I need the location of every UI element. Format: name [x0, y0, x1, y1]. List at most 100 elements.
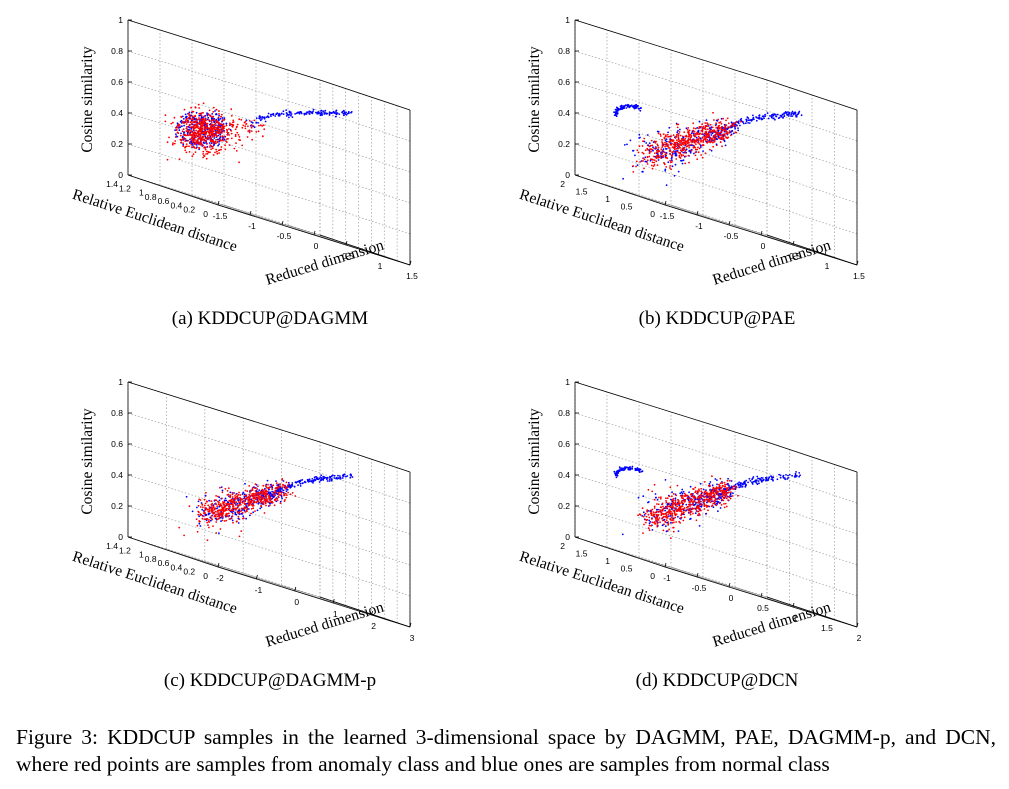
normal-point [315, 111, 317, 114]
z-tick-label: 1 [118, 15, 123, 25]
normal-point [787, 111, 789, 113]
anomaly-point [703, 496, 705, 499]
anomaly-point [235, 501, 238, 504]
anomaly-point [191, 141, 194, 144]
anomaly-point [724, 496, 727, 498]
anomaly-point [673, 510, 676, 513]
normal-point [245, 119, 248, 122]
anomaly-point [722, 129, 724, 132]
anomaly-point [644, 521, 647, 524]
anomaly-point [208, 127, 211, 129]
normal-point [225, 122, 228, 125]
anomaly-point [232, 119, 235, 122]
anomaly-point [205, 140, 207, 143]
anomaly-point [688, 129, 691, 132]
anomaly-point [698, 137, 701, 139]
anomaly-point [164, 114, 167, 117]
normal-point [785, 474, 787, 476]
y-tick-label: 0.8 [145, 554, 157, 564]
anomaly-point [706, 142, 709, 144]
anomaly-point [709, 129, 712, 131]
normal-point [280, 112, 283, 115]
anomaly-point [726, 132, 729, 135]
anomaly-point [728, 496, 731, 498]
anomaly-point [671, 495, 673, 498]
panel-dagmm: 0 0.2 0.4 0.6 0.8 1 0 0.2 0.4 0.6 0.8 1 1.2 1.4 -1.5 -1… [40, 10, 500, 340]
gridline [319, 472, 411, 504]
normal-point [649, 510, 652, 512]
anomaly-point [198, 117, 200, 119]
normal-point [272, 496, 275, 499]
anomaly-point [205, 518, 208, 521]
anomaly-point [656, 164, 659, 167]
normal-point [786, 478, 789, 480]
normal-point [693, 503, 696, 506]
anomaly-point [646, 156, 649, 159]
anomaly-point [223, 504, 226, 507]
anomaly-point [673, 507, 676, 509]
anomaly-point [677, 503, 679, 506]
anomaly-point [228, 507, 231, 510]
y-tick-label: 1.2 [119, 545, 131, 555]
anomaly-point [703, 502, 705, 504]
anomaly-point [240, 510, 242, 512]
anomaly-point [697, 141, 700, 144]
anomaly-point [657, 503, 660, 506]
normal-point [217, 144, 220, 147]
anomaly-point [707, 135, 710, 138]
anomaly-point [185, 130, 188, 133]
anomaly-point [693, 130, 696, 133]
anomaly-point [213, 515, 216, 517]
z-tick-label: 0 [565, 170, 570, 180]
anomaly-point [739, 120, 742, 123]
anomaly-point [698, 508, 701, 510]
anomaly-point [707, 132, 710, 135]
anomaly-point [216, 141, 219, 143]
normal-point [667, 503, 670, 506]
anomaly-point [664, 520, 666, 523]
anomaly-point [694, 151, 697, 154]
normal-point [792, 112, 794, 115]
y-tick-label: 1.2 [119, 183, 131, 193]
anomaly-point [198, 147, 201, 150]
anomaly-point [698, 504, 700, 507]
normal-point [743, 481, 746, 484]
x-tick [824, 250, 827, 256]
anomaly-point [200, 128, 202, 131]
normal-point [236, 502, 239, 505]
normal-point [794, 112, 797, 114]
normal-point [270, 493, 272, 495]
anomaly-point [261, 125, 264, 127]
normal-point [218, 143, 221, 146]
anomaly-point [230, 132, 233, 135]
anomaly-point [200, 112, 203, 114]
anomaly-point [645, 515, 648, 518]
anomaly-point [734, 125, 737, 127]
normal-point [277, 489, 279, 492]
anomaly-point [251, 125, 254, 127]
normal-point [734, 483, 737, 486]
anomaly-point [227, 487, 230, 490]
anomaly-point [199, 499, 202, 501]
anomaly-point [215, 126, 218, 129]
normal-point [639, 136, 641, 139]
normal-point [674, 154, 677, 157]
normal-point [281, 497, 283, 500]
anomaly-point [247, 503, 250, 506]
anomaly-point [199, 134, 202, 137]
anomaly-point [687, 509, 690, 512]
gridline [766, 503, 858, 535]
anomaly-point [254, 510, 256, 512]
anomaly-point [655, 147, 658, 150]
anomaly-point [730, 491, 732, 493]
normal-point [705, 512, 707, 515]
y-tick-label: 2 [560, 541, 565, 551]
normal-point [765, 479, 767, 482]
anomaly-point [644, 518, 647, 521]
normal-point [711, 500, 713, 503]
anomaly-point [189, 133, 192, 135]
anomaly-point [200, 136, 203, 139]
normal-point [791, 474, 793, 477]
gridline [766, 172, 858, 204]
normal-point [174, 129, 177, 132]
